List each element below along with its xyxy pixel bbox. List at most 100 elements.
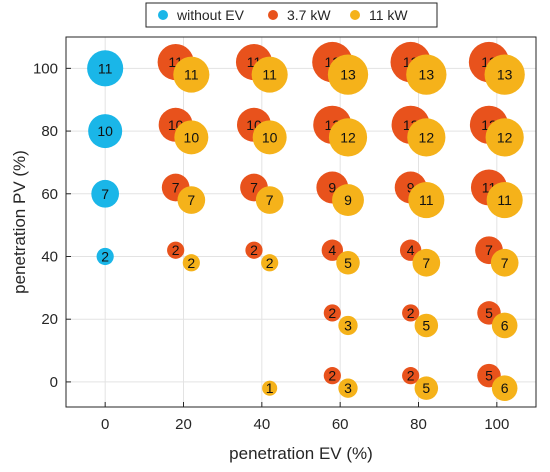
bubble-label: 11 — [262, 67, 277, 83]
bubble — [414, 313, 439, 338]
bubble — [177, 186, 206, 214]
y-axis-label: penetration PV (%) — [10, 150, 29, 294]
bubble-label: 12 — [419, 129, 435, 145]
bubble-label: 11 — [419, 192, 434, 208]
bubble-label: 2 — [328, 368, 336, 384]
bubble — [245, 241, 263, 259]
x-tick-label: 80 — [410, 416, 427, 433]
bubble — [338, 378, 358, 398]
bubble-label: 2 — [187, 255, 195, 271]
bubble-label: 7 — [250, 180, 258, 196]
bubble-label: 9 — [344, 192, 352, 208]
legend-marker — [350, 10, 360, 20]
bubble-label: 11 — [184, 67, 199, 83]
legend-label: 3.7 kW — [287, 7, 331, 23]
bubble-label: 10 — [184, 129, 200, 145]
x-tick-label: 100 — [484, 416, 509, 433]
x-tick-label: 0 — [101, 416, 109, 433]
bubble-label: 9 — [328, 180, 336, 196]
bubble-label: 5 — [485, 305, 493, 321]
bubble — [408, 182, 445, 219]
bubble-label: 10 — [262, 129, 278, 145]
grid-lines — [66, 37, 536, 407]
bubble-label: 11 — [98, 60, 113, 76]
bubble — [323, 367, 341, 385]
bubble-label: 7 — [172, 180, 180, 196]
x-tick-label: 60 — [332, 416, 349, 433]
bubble-label: 5 — [344, 255, 352, 271]
bubble — [167, 241, 185, 259]
bubble — [262, 380, 278, 396]
bubble — [252, 120, 287, 155]
bubble — [491, 375, 518, 401]
bubble — [414, 376, 439, 400]
bubble — [406, 54, 447, 95]
bubble — [484, 54, 525, 95]
bubble-label: 13 — [419, 67, 435, 83]
bubble-label: 2 — [250, 242, 258, 258]
x-tick-label: 20 — [175, 416, 192, 433]
legend-label: 11 kW — [369, 7, 408, 23]
bubble-label: 3 — [344, 380, 352, 396]
bubble-label: 7 — [101, 186, 109, 202]
bubble — [261, 254, 279, 272]
bubble — [174, 120, 209, 155]
bubble — [402, 304, 420, 322]
x-tick-label: 40 — [253, 416, 270, 433]
bubble — [485, 118, 524, 157]
bubble — [96, 247, 114, 266]
bubble — [490, 248, 519, 277]
bubble-label: 2 — [407, 305, 415, 321]
bubble-label: 12 — [497, 129, 513, 145]
bubble-label: 7 — [187, 192, 195, 208]
bubble — [336, 251, 360, 275]
bubble-label: 7 — [485, 242, 493, 258]
bubble-label: 2 — [328, 305, 336, 321]
bubble — [182, 254, 200, 272]
bubble — [323, 304, 341, 322]
bubble-label: 11 — [497, 192, 512, 208]
bubbles: 1110721111131313101012121277991122447225… — [87, 41, 525, 401]
bubble-label: 13 — [340, 67, 356, 83]
bubble — [88, 114, 123, 149]
bubble — [412, 248, 441, 277]
bubble — [486, 182, 523, 219]
y-tick-label: 60 — [41, 186, 58, 203]
bubble-label: 2 — [101, 248, 109, 264]
bubble — [491, 312, 518, 339]
y-tick-label: 20 — [41, 311, 58, 328]
bubble-label: 6 — [501, 380, 509, 396]
bubble — [321, 239, 344, 261]
bubble — [328, 118, 368, 157]
bubble-label: 2 — [266, 255, 274, 271]
bubble-label: 4 — [328, 242, 336, 258]
y-tick-label: 40 — [41, 248, 58, 265]
bubble — [173, 56, 210, 93]
bubble-label: 4 — [407, 242, 415, 258]
bubble-label: 1 — [266, 380, 274, 396]
bubble-label: 5 — [485, 368, 493, 384]
bubble — [332, 184, 364, 217]
bubble-label: 12 — [340, 129, 356, 145]
bubble — [338, 315, 358, 336]
legend-marker — [158, 10, 168, 20]
y-tick-label: 80 — [41, 123, 58, 140]
bubble — [327, 54, 369, 95]
bubble-label: 7 — [501, 255, 509, 271]
bubble — [402, 367, 420, 385]
bubble-label: 7 — [422, 255, 430, 271]
bubble-label: 10 — [97, 123, 113, 139]
bubble-label: 6 — [501, 317, 509, 333]
bubble-label: 9 — [407, 180, 415, 196]
bubble — [91, 179, 120, 208]
axis-ticks: 0 20 40 60 80 100 0 20 40 60 80 100 — [33, 60, 509, 433]
bubble — [255, 186, 284, 214]
bubble-label: 3 — [344, 317, 352, 333]
bubble-label: 13 — [497, 67, 513, 83]
bubble — [251, 56, 288, 93]
bubble-label: 2 — [172, 242, 180, 258]
bubble-label: 2 — [407, 368, 415, 384]
plot-frame — [65, 36, 537, 408]
legend: without EV 3.7 kW 11 kW — [145, 2, 438, 28]
